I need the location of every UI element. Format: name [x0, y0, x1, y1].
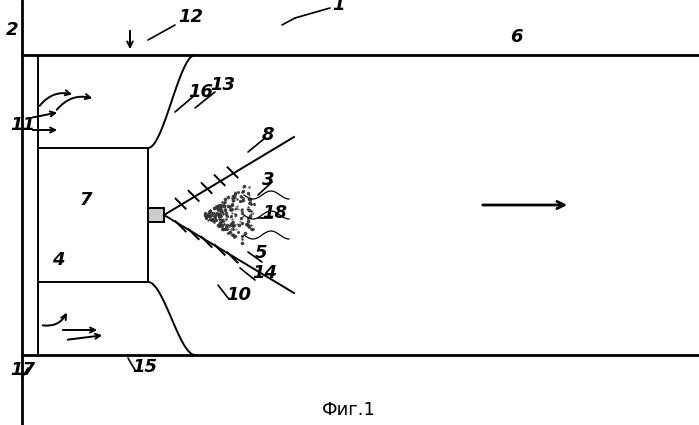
Text: 10: 10: [226, 286, 251, 304]
Text: 3: 3: [262, 171, 275, 189]
Text: 12: 12: [178, 8, 203, 26]
Text: 4: 4: [52, 251, 64, 269]
Text: 15: 15: [132, 358, 157, 376]
Text: 2: 2: [6, 21, 18, 39]
Text: 13: 13: [210, 76, 235, 94]
Text: 7: 7: [80, 191, 92, 209]
Text: 18: 18: [262, 204, 287, 222]
Text: 6: 6: [510, 28, 522, 46]
Text: 17: 17: [10, 361, 35, 379]
Text: 5: 5: [255, 244, 268, 262]
Text: 11: 11: [10, 116, 35, 134]
Text: 16: 16: [188, 83, 213, 101]
Bar: [148, 208, 164, 222]
Text: 1: 1: [332, 0, 345, 14]
Text: 8: 8: [262, 126, 275, 144]
Text: 14: 14: [252, 264, 277, 282]
Text: Фиг.1: Фиг.1: [322, 401, 376, 419]
